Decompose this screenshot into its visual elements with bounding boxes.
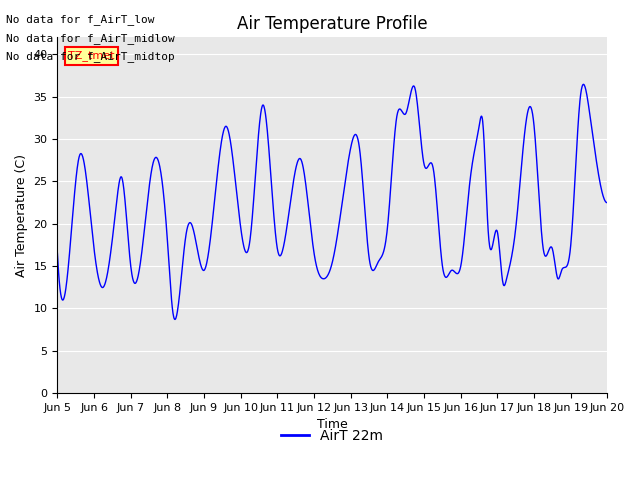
Text: No data for f_AirT_midtop: No data for f_AirT_midtop	[6, 51, 175, 62]
Title: Air Temperature Profile: Air Temperature Profile	[237, 15, 428, 33]
Text: TZ_tmet: TZ_tmet	[68, 50, 115, 61]
Text: No data for f_AirT_midlow: No data for f_AirT_midlow	[6, 33, 175, 44]
X-axis label: Time: Time	[317, 419, 348, 432]
Text: No data for f_AirT_low: No data for f_AirT_low	[6, 14, 155, 25]
Legend: AirT 22m: AirT 22m	[276, 423, 389, 448]
Y-axis label: Air Temperature (C): Air Temperature (C)	[15, 154, 28, 277]
